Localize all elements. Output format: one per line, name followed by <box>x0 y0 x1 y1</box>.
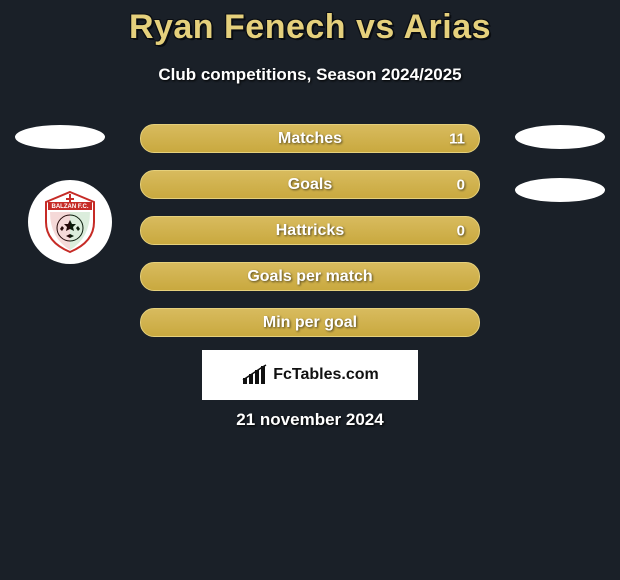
date-text: 21 november 2024 <box>0 410 620 430</box>
chart-bars-icon <box>241 364 267 386</box>
brand-text: FcTables.com <box>273 366 379 384</box>
stat-row-matches: Matches 11 <box>140 124 480 153</box>
page-title: Ryan Fenech vs Arias <box>0 0 620 47</box>
stat-row-goals-per-match: Goals per match <box>140 262 480 291</box>
stat-label: Goals <box>288 176 332 194</box>
stat-row-hattricks: Hattricks 0 <box>140 216 480 245</box>
stat-value: 0 <box>457 222 465 239</box>
stat-label: Matches <box>278 130 342 148</box>
stat-value: 0 <box>457 176 465 193</box>
stat-label: Min per goal <box>263 314 357 332</box>
subtitle-text: Club competitions, Season 2024/2025 <box>0 65 620 85</box>
player-right-ellipse-2 <box>515 178 605 202</box>
brand-box[interactable]: FcTables.com <box>202 350 418 400</box>
stat-row-goals: Goals 0 <box>140 170 480 199</box>
player-right-ellipse-1 <box>515 125 605 149</box>
club-badge-graphic: BALZAN F.C. <box>36 188 104 256</box>
stat-value: 11 <box>449 130 465 147</box>
player-left-ellipse <box>15 125 105 149</box>
club-badge: BALZAN F.C. <box>28 180 112 264</box>
stat-label: Goals per match <box>247 268 372 286</box>
stats-container: Matches 11 Goals 0 Hattricks 0 Goals per… <box>140 124 480 337</box>
badge-club-text: BALZAN F.C. <box>52 204 89 210</box>
stat-row-min-per-goal: Min per goal <box>140 308 480 337</box>
stat-label: Hattricks <box>276 222 344 240</box>
